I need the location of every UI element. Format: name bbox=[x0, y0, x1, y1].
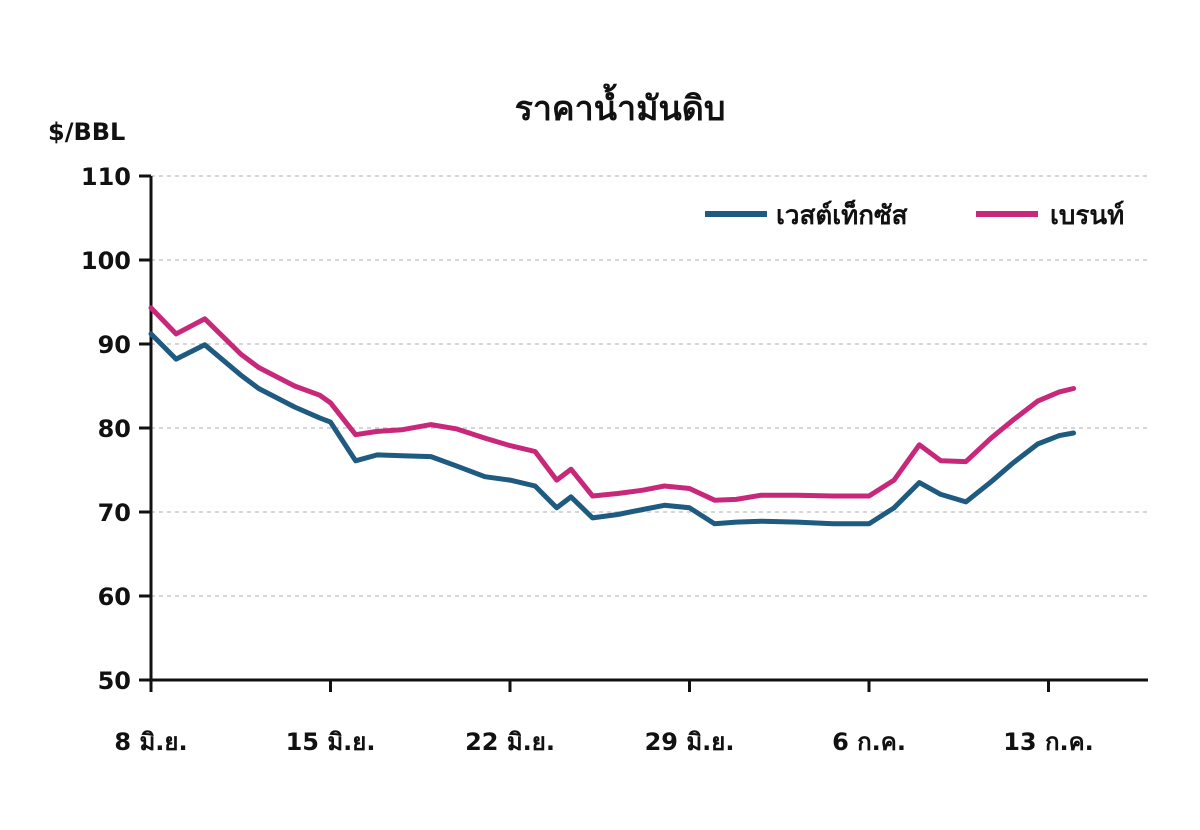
x-tick-label: 29 มิ.ย. bbox=[645, 728, 735, 756]
legend-label-1: เบรนท์ bbox=[1050, 200, 1124, 231]
y-tick-label: 70 bbox=[98, 499, 131, 527]
series-lines bbox=[148, 305, 1077, 527]
y-tick-label: 90 bbox=[98, 331, 131, 359]
x-tick-label: 22 มิ.ย. bbox=[465, 728, 555, 756]
legend-label-0: เวสต์เท็กซัส bbox=[776, 199, 908, 231]
x-tick-label: 6 ก.ค. bbox=[832, 728, 906, 756]
x-tick-label: 13 ก.ค. bbox=[1003, 728, 1094, 756]
series-line-1 bbox=[148, 305, 1077, 503]
y-axis-unit-label: $/BBL bbox=[48, 118, 125, 146]
y-tick-label: 100 bbox=[81, 247, 131, 275]
x-tick-label: 8 มิ.ย. bbox=[114, 728, 187, 756]
y-tick-label: 110 bbox=[81, 163, 131, 191]
x-tick-label: 15 มิ.ย. bbox=[286, 728, 376, 756]
legend: เวสต์เท็กซัส เบรนท์ bbox=[705, 199, 1124, 231]
y-tick-label: 50 bbox=[98, 667, 131, 695]
series-line-0 bbox=[148, 331, 1077, 527]
grid-lines bbox=[151, 175, 1148, 597]
y-axis-ticks: 50 60 70 80 90 100 110 bbox=[81, 163, 151, 695]
y-tick-label: 60 bbox=[98, 583, 131, 611]
x-axis-ticks: 8 มิ.ย. 15 มิ.ย. 22 มิ.ย. 29 มิ.ย. 6 ก.ค. 13 … bbox=[114, 680, 1094, 756]
y-tick-label: 80 bbox=[98, 415, 131, 443]
chart-title: ราคาน้ำมันดิบ bbox=[515, 83, 726, 129]
